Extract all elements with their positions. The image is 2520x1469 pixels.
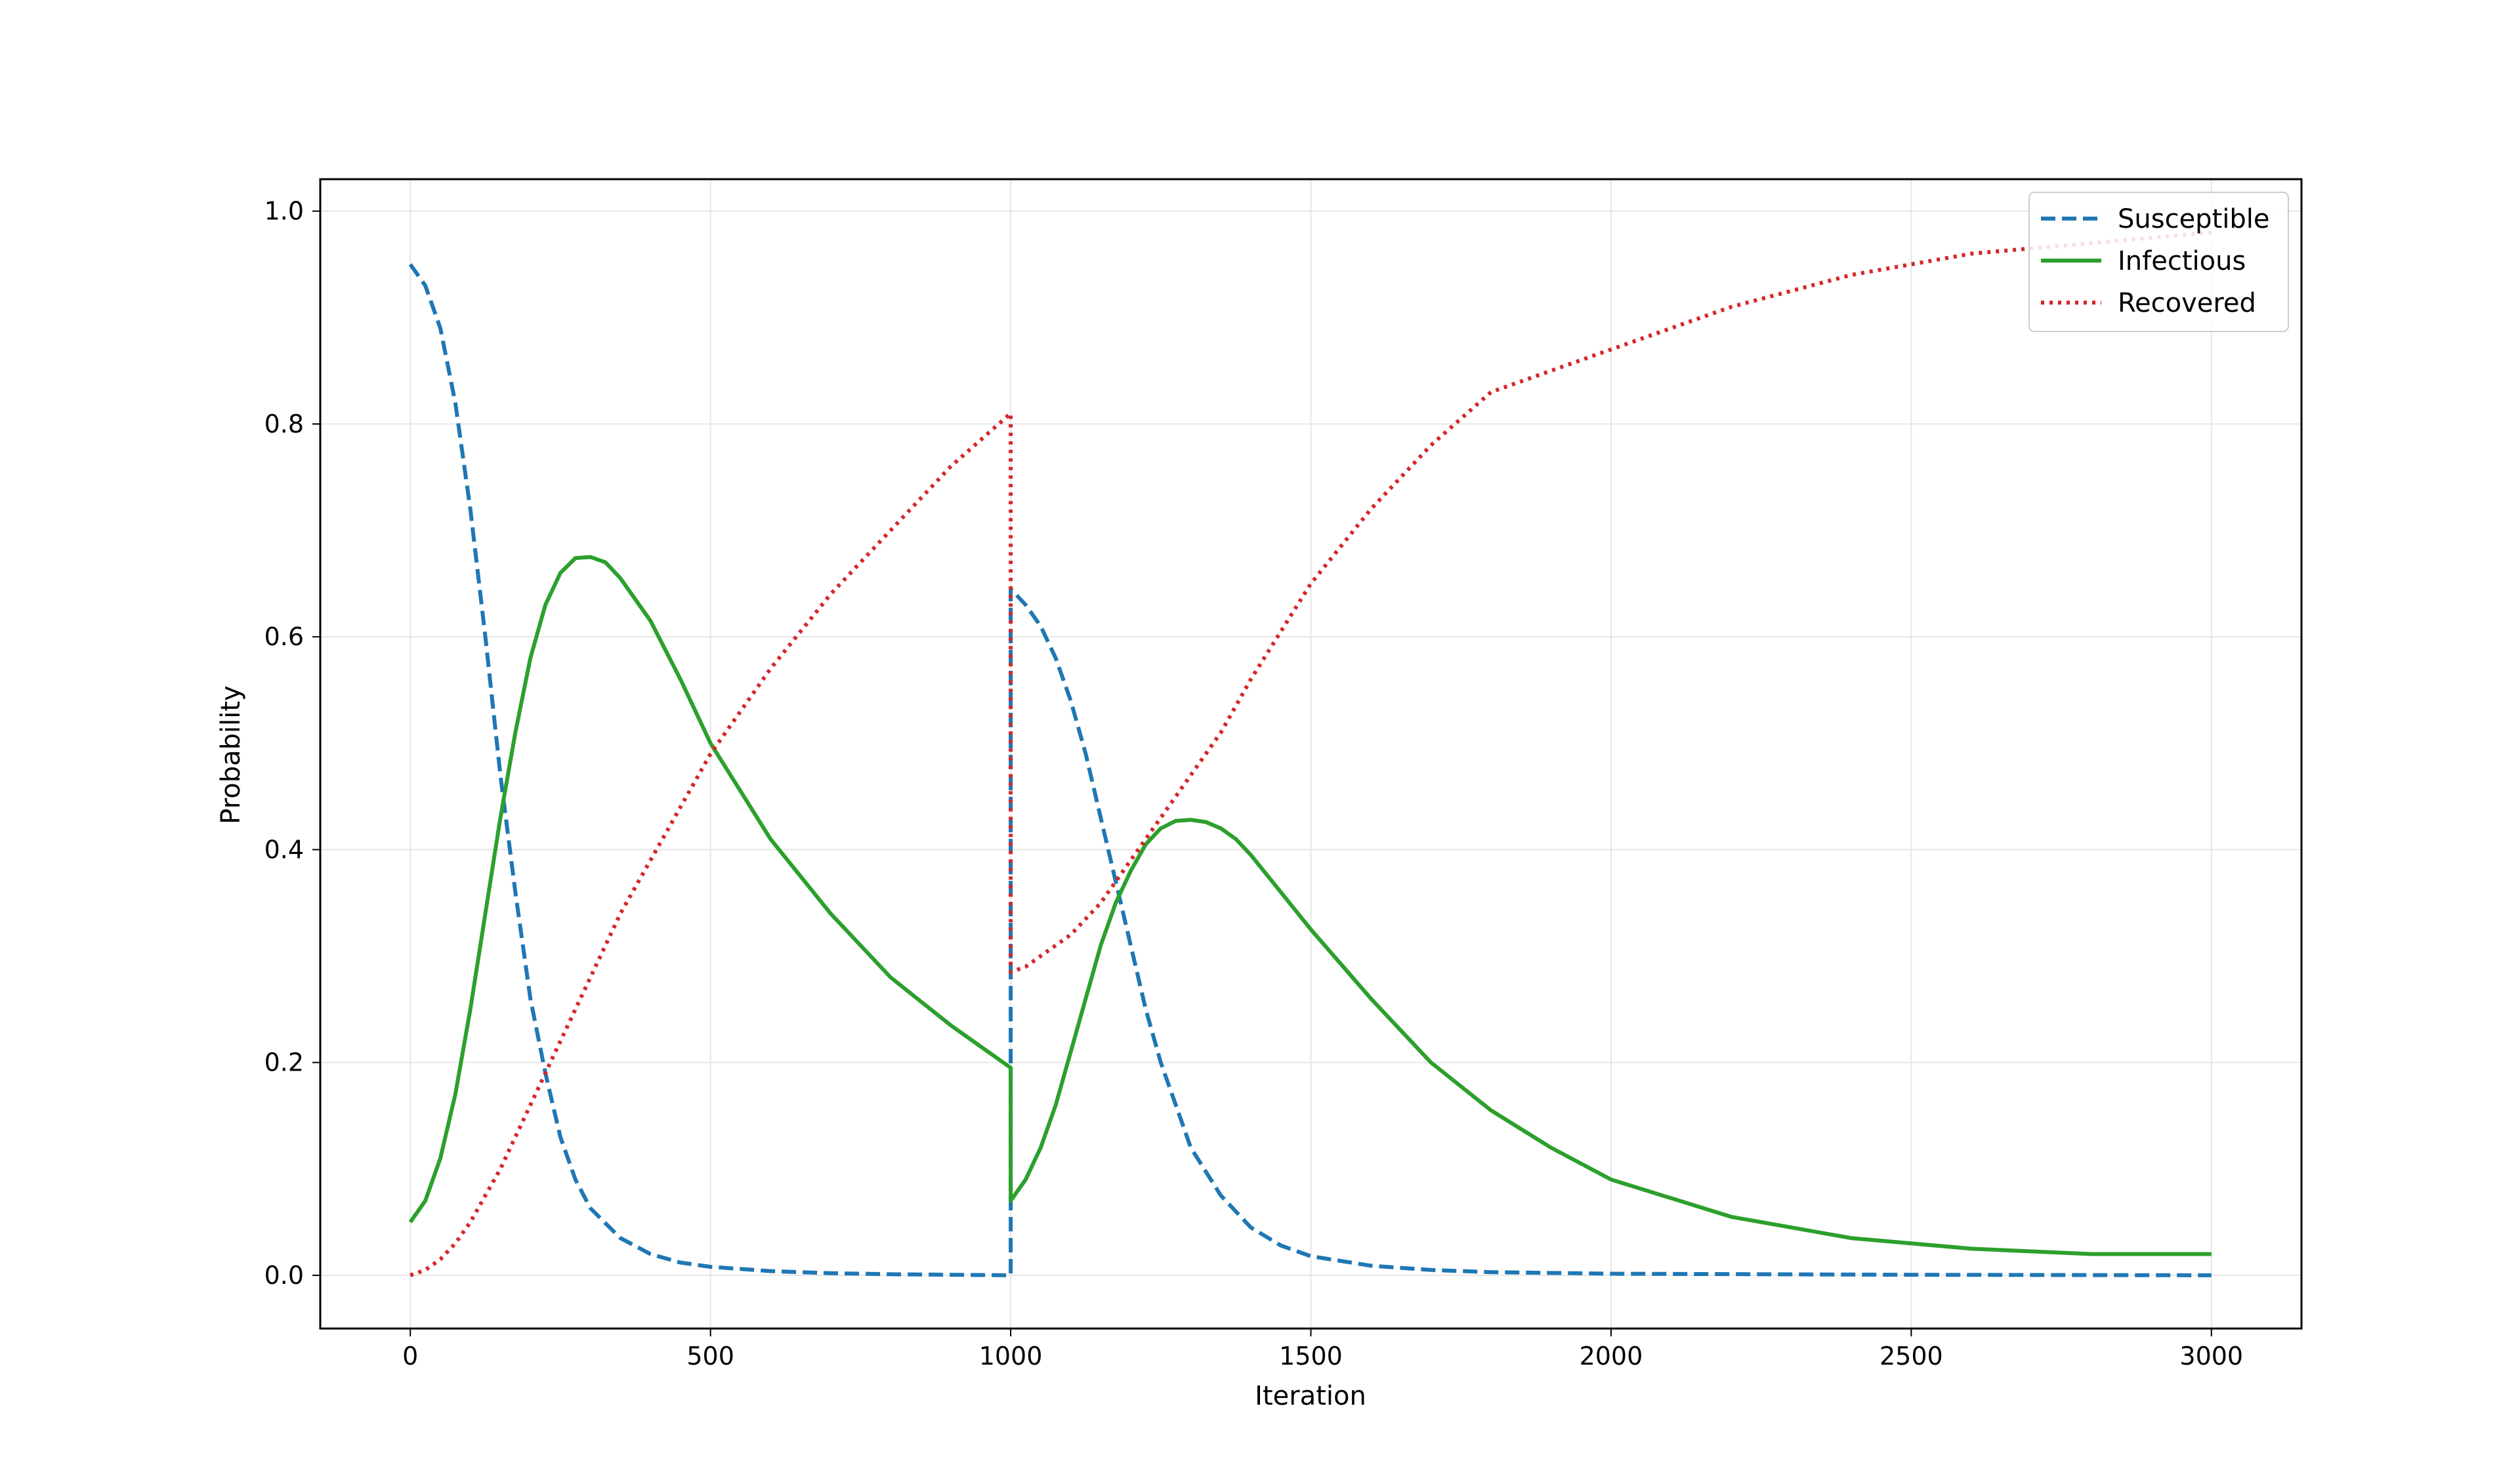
- legend-label: Infectious: [2118, 246, 2246, 276]
- x-axis-label: Iteration: [1255, 1381, 1366, 1411]
- plot-series: [408, 230, 2212, 1277]
- x-tick-label: 2000: [1580, 1342, 1643, 1371]
- x-tick-label: 2500: [1880, 1342, 1943, 1371]
- y-axis-label: Probability: [216, 685, 246, 824]
- x-tick-label: 1000: [979, 1342, 1043, 1371]
- legend-label: Recovered: [2118, 288, 2256, 318]
- y-tick-label: 0.8: [264, 410, 304, 438]
- series-line-infectious: [408, 555, 2212, 1256]
- y-tick-label: 1.0: [264, 197, 304, 226]
- legend-box: [2028, 192, 2289, 332]
- x-axis-ticks: 0 500 1000 1500 2000 2500 3000: [402, 1329, 2243, 1371]
- legend-label: Susceptible: [2118, 204, 2269, 234]
- series-line-recovered: [410, 230, 2212, 1277]
- x-tick-label: 3000: [2179, 1342, 2243, 1371]
- y-tick-label: 0.2: [264, 1048, 304, 1077]
- x-tick-label: 500: [686, 1342, 734, 1371]
- y-axis-ticks: 0.0 0.2 0.4 0.6 0.8 1.0: [264, 197, 320, 1290]
- y-tick-label: 0.4: [264, 835, 304, 864]
- x-tick-label: 0: [402, 1342, 418, 1371]
- legend: Susceptible Infectious Recovered: [2028, 192, 2289, 332]
- y-tick-label: 0.6: [264, 622, 304, 651]
- y-tick-label: 0.0: [264, 1261, 304, 1290]
- x-tick-label: 1500: [1279, 1342, 1343, 1371]
